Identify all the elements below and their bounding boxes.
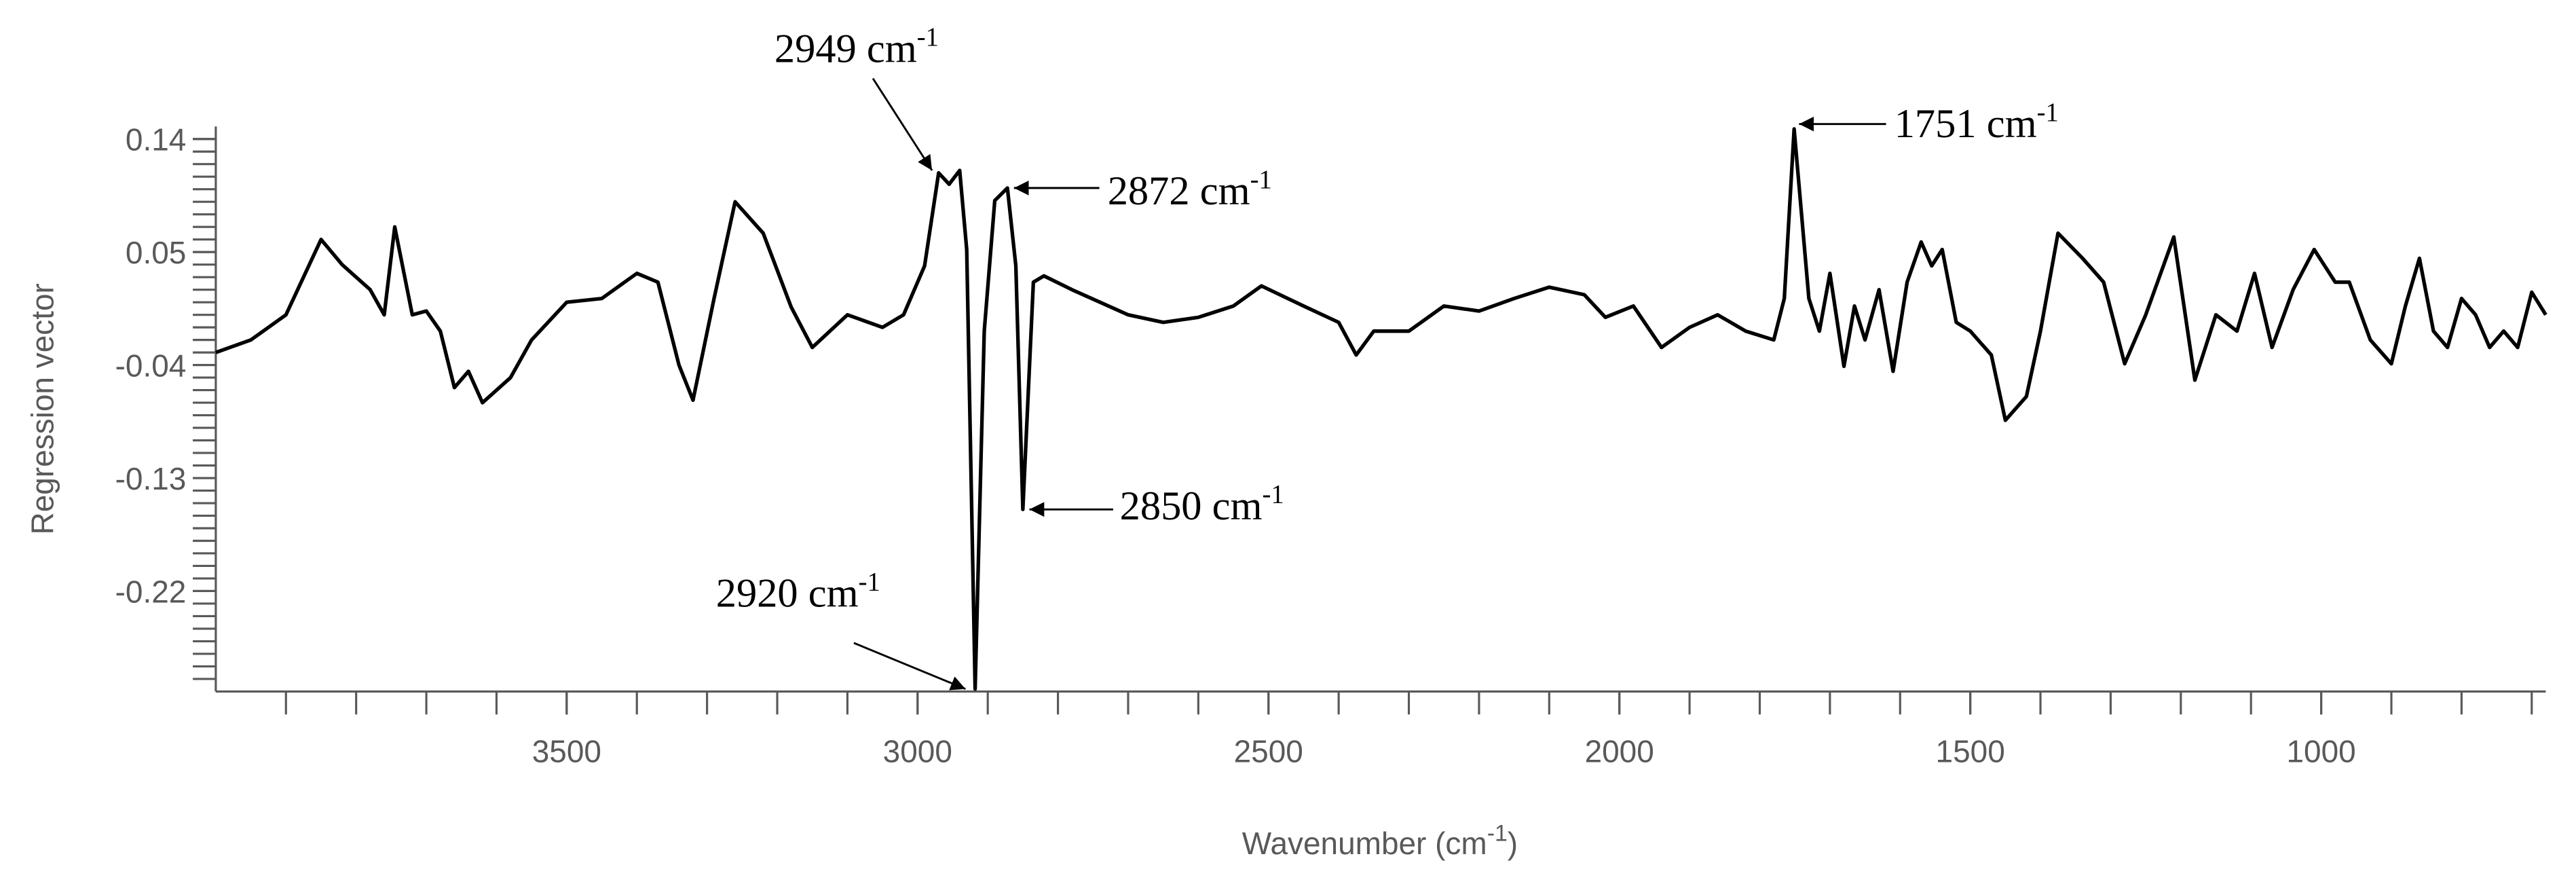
y-axis-label: Regression vector [24, 283, 60, 534]
x-tick-label: 1000 [2286, 733, 2355, 769]
annotation: 2949 cm-1 [774, 23, 939, 71]
annotation-sup: -1 [2037, 98, 2059, 127]
annotation: 2872 cm-1 [1108, 166, 1272, 214]
x-axis-label: Wavenumber (cm-1) [1242, 821, 1518, 861]
x-tick-label: 2000 [1585, 733, 1654, 769]
x-tick-label: 1500 [1936, 733, 2005, 769]
annotation: 2920 cm-1 [716, 568, 880, 617]
annotation: 2850 cm-1 [1120, 481, 1284, 529]
annotation-text: 2949 cm [774, 26, 917, 71]
y-tick-label: 0.14 [126, 122, 186, 158]
x-tick-label: 3500 [532, 733, 601, 769]
x-axis-label-tail: ) [1508, 826, 1518, 861]
y-tick-label: 0.05 [126, 235, 186, 270]
y-tick-label: -0.04 [115, 348, 187, 384]
annotation-sup: -1 [859, 568, 880, 597]
annotation-text: 2920 cm [716, 571, 859, 617]
x-axis-label-sup: -1 [1487, 821, 1508, 847]
annotation-sup: -1 [1263, 481, 1284, 509]
annotation-sup: -1 [1250, 166, 1272, 194]
x-tick-label: 2500 [1234, 733, 1303, 769]
annotation-text: 2850 cm [1120, 483, 1263, 529]
x-axis-label-text: Wavenumber (cm [1242, 826, 1487, 861]
annotation-arrow [853, 642, 966, 691]
annotation-sup: -1 [917, 23, 939, 52]
y-tick-label: -0.22 [115, 574, 187, 609]
spectrum-line [215, 127, 2547, 691]
annotation: 1751 cm-1 [1894, 98, 2059, 147]
annotation-text: 2872 cm [1108, 168, 1250, 214]
annotation-arrow [872, 77, 933, 171]
annotation-text: 1751 cm [1894, 101, 2037, 147]
y-tick-label: -0.13 [115, 461, 187, 496]
x-tick-label: 3000 [883, 733, 952, 769]
